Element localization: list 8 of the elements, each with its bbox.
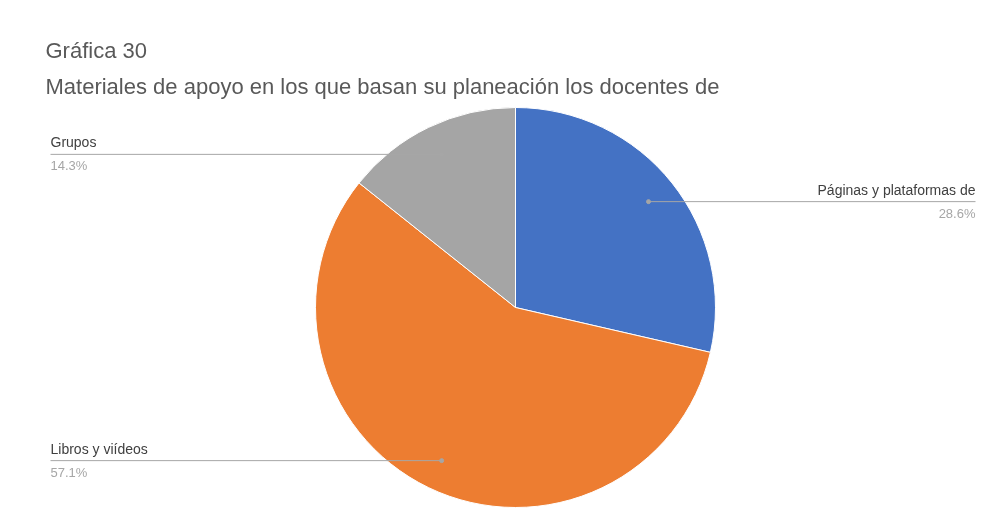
data-label: 14.3%	[50, 158, 88, 174]
data-label: 28.6%	[938, 205, 976, 221]
chart-subtitle: Materiales de apoyo en los que basan su planeación los docentes de	[45, 73, 720, 99]
data-label: 57.1%	[50, 464, 88, 480]
slice-label: Páginas y plataformas de	[817, 181, 976, 198]
slice-label: Grupos	[50, 134, 97, 151]
chart-title: Gráfica 30	[45, 37, 147, 63]
slice-label: Libros y viídeos	[50, 440, 148, 457]
